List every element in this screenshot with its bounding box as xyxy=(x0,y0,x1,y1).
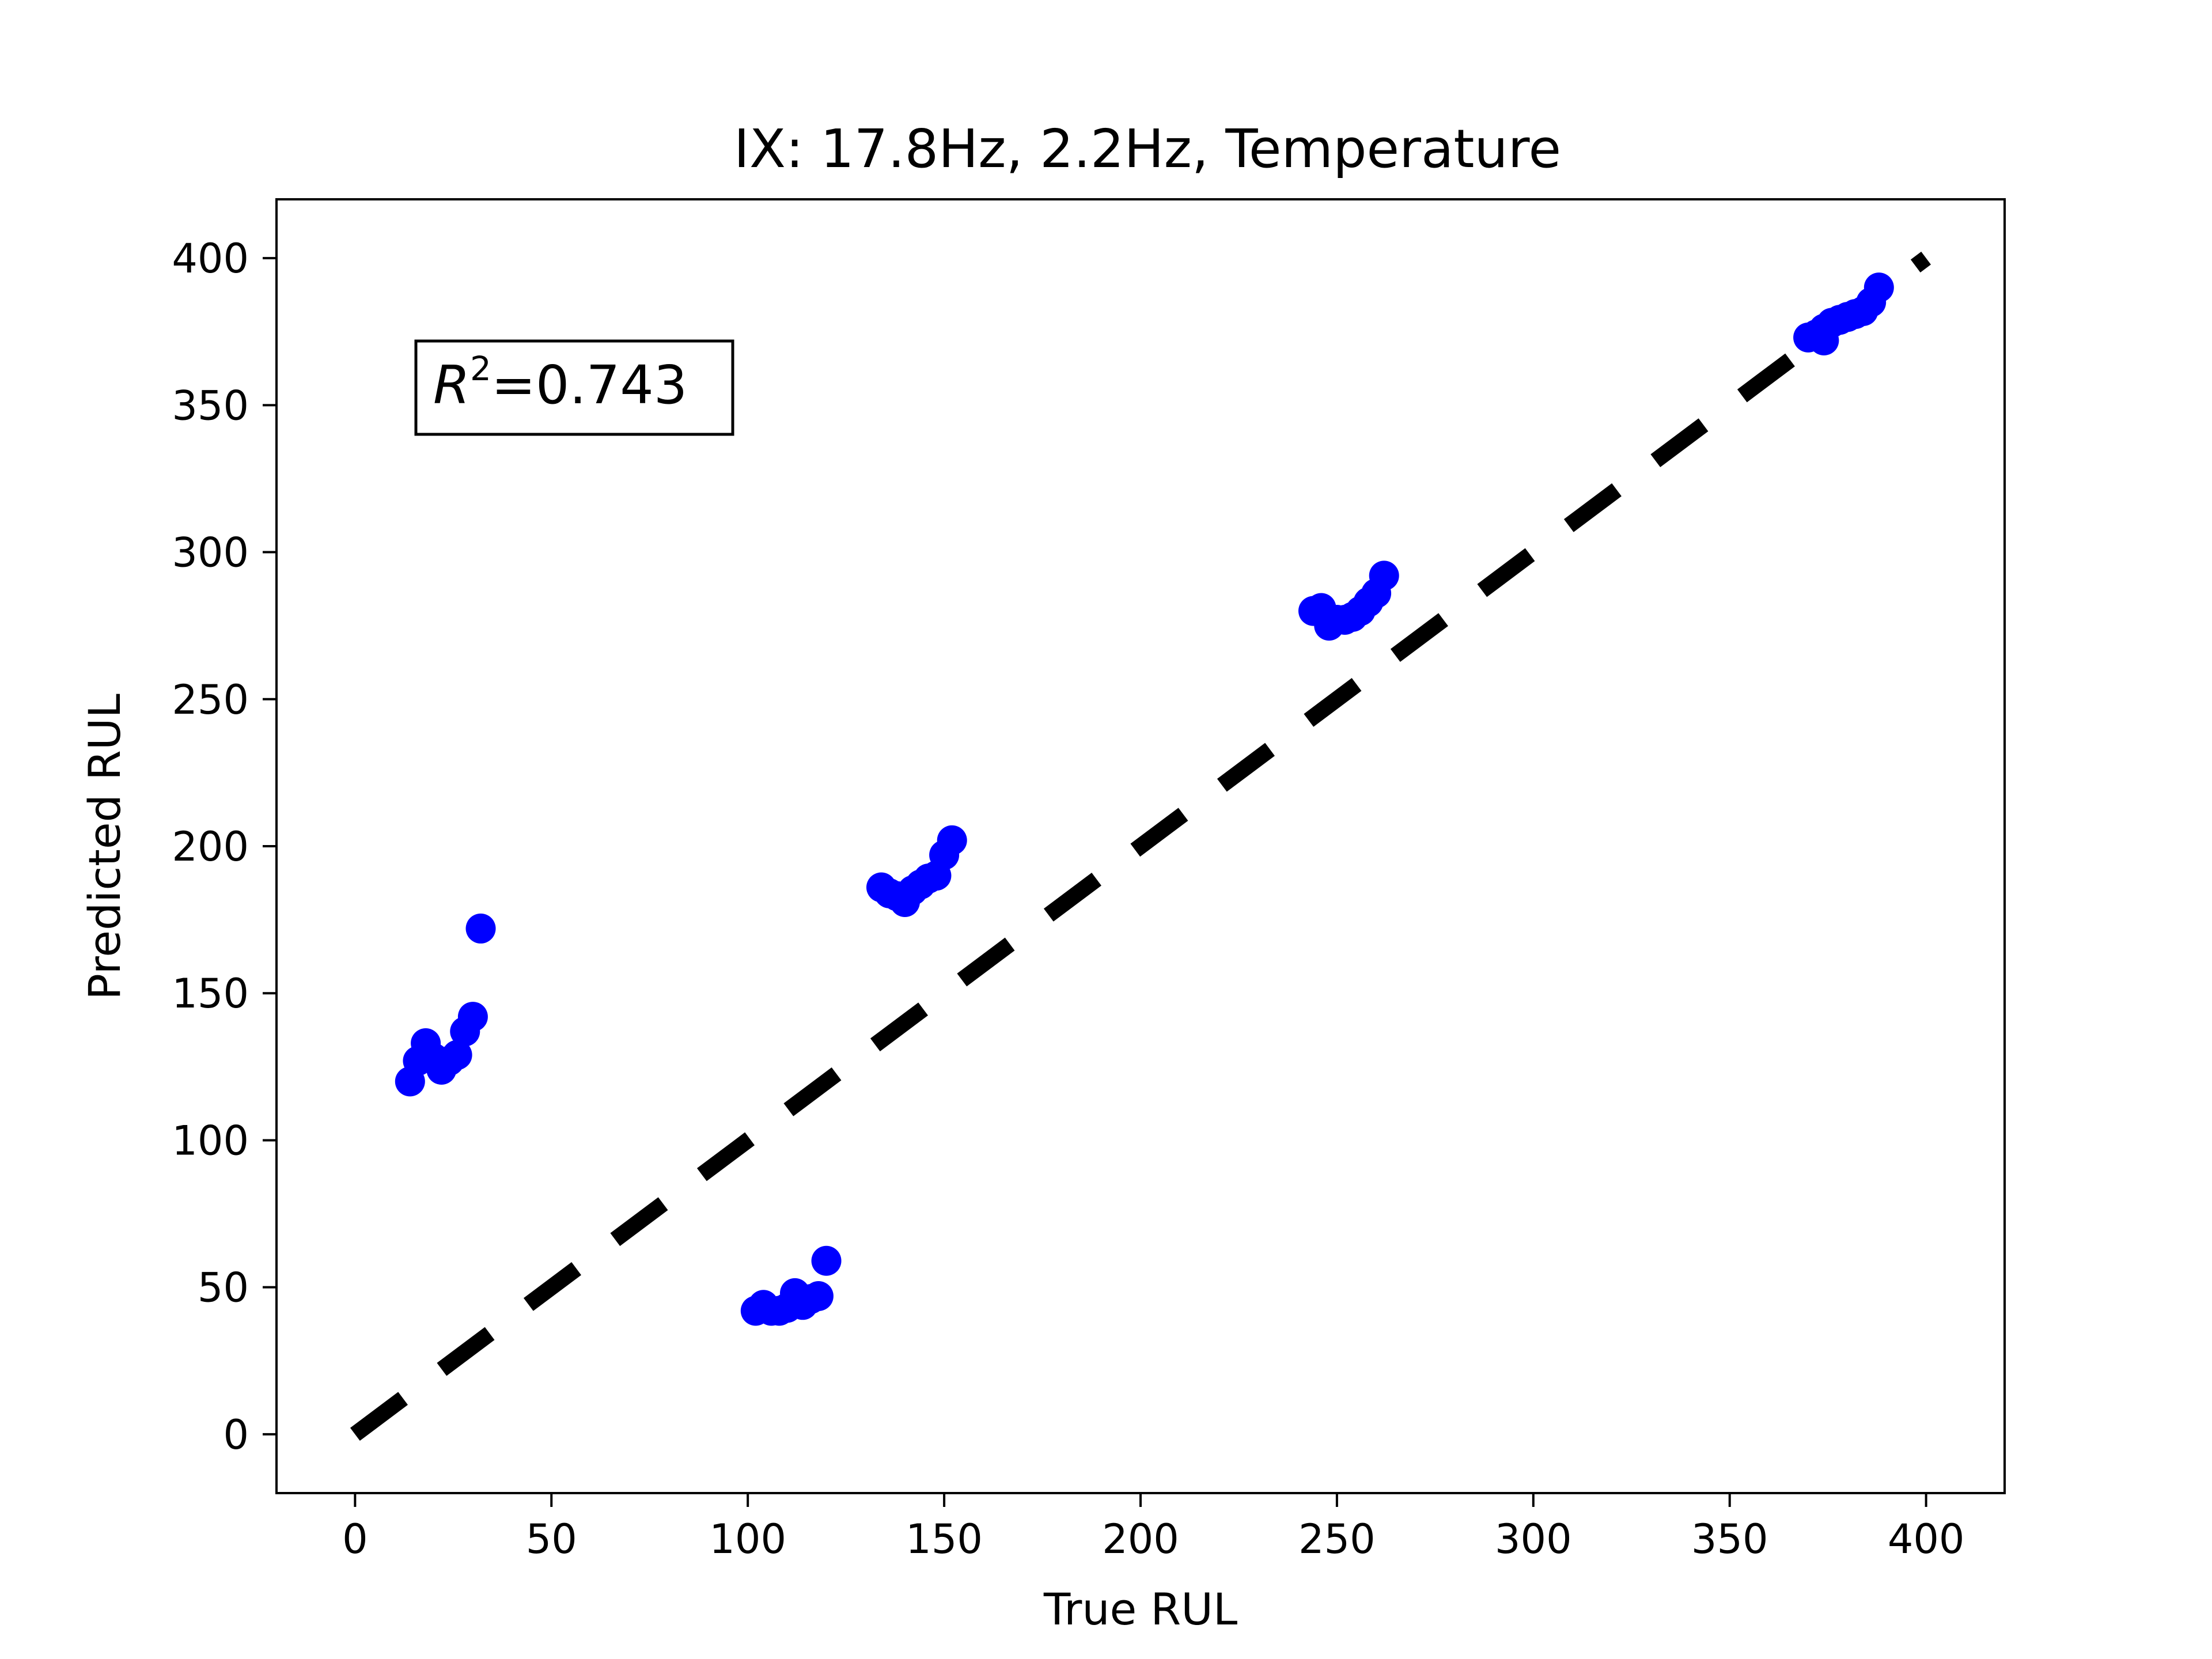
reference-line-group xyxy=(350,251,1931,1441)
r2-superscript: 2 xyxy=(470,349,491,388)
x-tick-label: 150 xyxy=(906,1516,983,1563)
data-point xyxy=(811,1245,842,1276)
y-tick-label: 350 xyxy=(172,382,249,429)
y-tick-label: 300 xyxy=(172,529,249,577)
chart-title: IX: 17.8Hz, 2.2Hz, Temperature xyxy=(734,118,1561,180)
y-tick-label: 100 xyxy=(172,1117,249,1164)
x-tick-label: 300 xyxy=(1495,1516,1572,1563)
data-point xyxy=(803,1281,834,1311)
r2-annotation-box xyxy=(414,339,734,436)
x-tick-label: 250 xyxy=(1298,1516,1376,1563)
x-tick-label: 0 xyxy=(342,1516,368,1563)
data-point xyxy=(937,825,967,855)
ideal-fit-dashed-line xyxy=(350,251,1931,1441)
y-axis-label: Predicted RUL xyxy=(79,694,130,1000)
y-tick-label: 400 xyxy=(172,235,249,282)
data-points xyxy=(395,272,1894,1326)
y-tick-label: 150 xyxy=(172,970,249,1017)
y-axis: 0 50 100 150 200 250 300 350 400 xyxy=(172,235,276,1459)
x-axis: 0 50 100 150 200 250 300 350 400 xyxy=(342,1493,1964,1563)
y-tick-label: 50 xyxy=(198,1264,249,1312)
r2-value: =0.743 xyxy=(491,354,687,416)
x-tick-label: 100 xyxy=(709,1516,786,1563)
r2-annotation-text: R2=0.743 xyxy=(433,349,687,416)
x-tick-label: 200 xyxy=(1102,1516,1179,1563)
y-tick-label: 0 xyxy=(223,1411,249,1459)
x-tick-label: 50 xyxy=(526,1516,577,1563)
y-tick-label: 200 xyxy=(172,823,249,870)
data-point xyxy=(1369,560,1399,591)
r2-symbol: R xyxy=(433,354,470,416)
r2-annotation: R2=0.743 xyxy=(414,339,734,436)
y-tick-label: 250 xyxy=(172,676,249,724)
x-tick-label: 350 xyxy=(1691,1516,1768,1563)
x-tick-label: 400 xyxy=(1888,1516,1965,1563)
data-point xyxy=(465,913,496,944)
data-point xyxy=(1863,272,1894,303)
x-axis-label: True RUL xyxy=(1043,1584,1237,1635)
data-point xyxy=(457,1002,488,1032)
data-point xyxy=(442,1040,472,1070)
